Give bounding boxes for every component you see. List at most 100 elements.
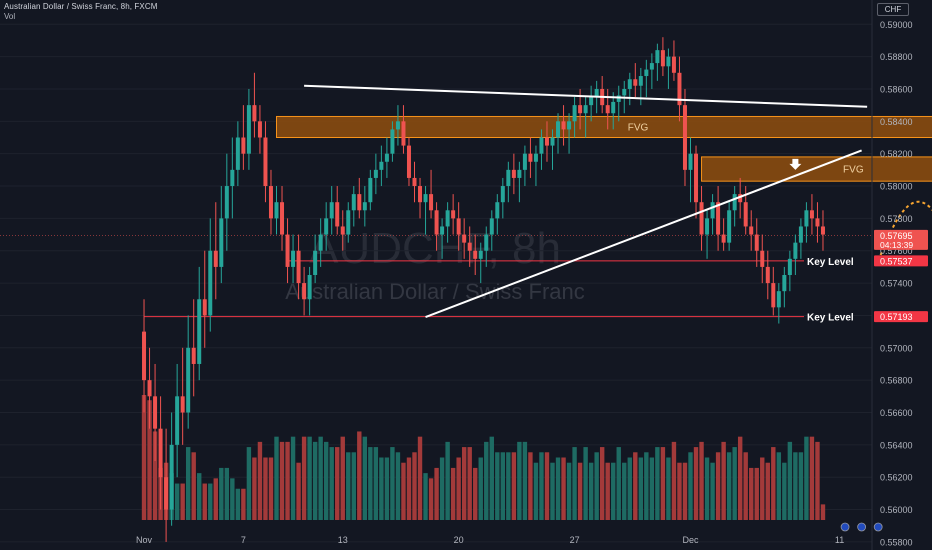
candle-body xyxy=(633,79,638,86)
volume-bar xyxy=(611,462,616,520)
candle-body xyxy=(616,95,621,102)
candle-body xyxy=(572,105,577,122)
candle-body xyxy=(776,291,781,308)
fvg-zone xyxy=(701,156,932,182)
volume-bar xyxy=(461,447,467,520)
candle-body xyxy=(611,101,616,114)
volume-bar xyxy=(506,452,511,520)
time-axis[interactable]: Nov7132027Dec1118 xyxy=(136,522,932,545)
volume-bar xyxy=(257,441,263,520)
candle-body xyxy=(716,202,721,235)
price-tick-label: 0.56000 xyxy=(880,505,913,515)
candle-body xyxy=(329,202,334,219)
price-tick-label: 0.59000 xyxy=(880,20,913,30)
volume-bar xyxy=(274,436,279,520)
candle-body xyxy=(291,250,296,267)
candle-body xyxy=(727,210,732,243)
candle-body xyxy=(252,105,257,122)
candle-body xyxy=(539,137,544,154)
candle-body xyxy=(445,210,450,227)
volume-bar xyxy=(760,457,765,520)
price-tick-label: 0.57000 xyxy=(880,343,913,353)
candle-body xyxy=(429,194,434,211)
event-marker-icon xyxy=(857,522,867,532)
candle-body xyxy=(230,169,235,187)
candle-body xyxy=(473,250,478,259)
trendline xyxy=(304,84,868,108)
volume-bar xyxy=(765,462,770,520)
candle-body xyxy=(522,153,527,170)
volume-bar xyxy=(561,457,566,520)
volume-bar xyxy=(323,441,329,520)
candle-body xyxy=(561,121,566,130)
volume-bar xyxy=(213,478,218,520)
candle-body xyxy=(313,250,318,275)
volume-bar xyxy=(749,467,754,520)
candle-body xyxy=(622,88,627,96)
currency-badge[interactable]: CHF xyxy=(877,3,909,16)
candle-body xyxy=(754,234,759,251)
time-tick-label: 13 xyxy=(338,535,348,545)
candle-body xyxy=(246,105,251,154)
candle-body xyxy=(274,202,279,219)
key-level-label: Key Level xyxy=(807,257,854,268)
volume-bar xyxy=(820,504,826,520)
volume-bar xyxy=(633,452,638,520)
volume-bar xyxy=(241,488,246,520)
candle-body xyxy=(771,283,776,308)
candle-body xyxy=(677,72,682,106)
candle-body xyxy=(401,121,406,146)
candle-body xyxy=(511,169,516,178)
candle-body xyxy=(302,283,307,300)
volume-bar xyxy=(478,457,483,520)
price-tick-label: 0.56400 xyxy=(880,440,913,450)
volume-bar xyxy=(688,452,693,520)
volume-bar xyxy=(439,457,445,520)
candle-body xyxy=(390,129,395,154)
volume-bar xyxy=(638,457,644,520)
volume-bar xyxy=(671,441,677,520)
volume-bar xyxy=(594,452,599,520)
volume-bar xyxy=(666,457,671,520)
candle-body xyxy=(567,121,572,130)
candle-body xyxy=(556,121,561,138)
candle-body xyxy=(440,226,445,235)
candle-body xyxy=(142,331,147,381)
candle-body xyxy=(263,137,268,187)
candle-body xyxy=(296,250,301,284)
candle-body xyxy=(710,202,715,219)
candle-body xyxy=(346,210,351,235)
time-tick-label: 7 xyxy=(241,535,246,545)
candle-body xyxy=(749,226,754,235)
volume-bar xyxy=(230,478,235,520)
volume-bar xyxy=(704,457,710,520)
candle-body xyxy=(721,234,726,243)
volume-bar xyxy=(290,436,296,520)
volume-bar xyxy=(721,441,726,520)
price-tick-label: 0.56600 xyxy=(880,408,913,418)
volume-bar xyxy=(312,441,318,520)
volume-bar xyxy=(644,452,649,520)
candle-body xyxy=(191,347,196,364)
candle-body xyxy=(384,153,389,162)
candle-body xyxy=(197,299,202,364)
price-tick-label: 0.57400 xyxy=(880,279,913,289)
candle-body xyxy=(594,88,599,98)
candle-body xyxy=(368,177,373,203)
candle-body xyxy=(456,218,461,235)
volume-bar xyxy=(384,457,390,520)
volume-bar xyxy=(368,447,373,520)
volume-bar xyxy=(390,447,395,520)
volume-bar xyxy=(787,441,793,520)
volume-bar xyxy=(710,462,715,520)
volume-bar xyxy=(528,452,533,520)
candle-body xyxy=(671,56,676,73)
volume-bar xyxy=(185,447,191,520)
candle-body xyxy=(362,202,367,211)
price-tick-label: 0.56800 xyxy=(880,376,913,386)
volume-bar xyxy=(732,447,737,520)
price-tick-label: 0.57800 xyxy=(880,214,913,224)
price-axis[interactable]: 0.59000 0.58800 0.58600 0.58400 0.58200 0.580… xyxy=(871,0,928,550)
volume-bar xyxy=(434,467,439,520)
